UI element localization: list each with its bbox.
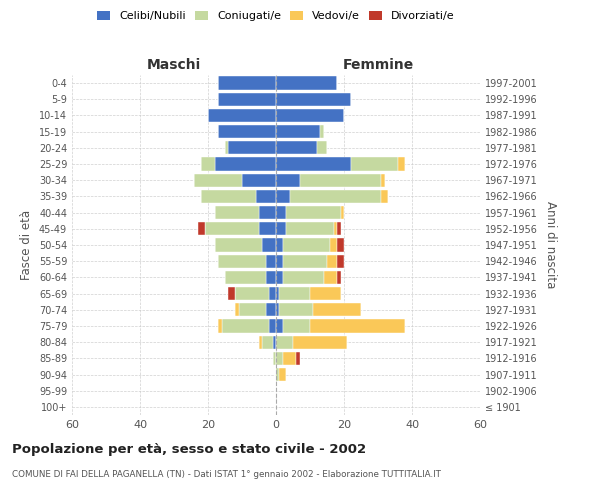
Bar: [310, 320, 405, 332]
Bar: [290, 190, 382, 203]
Bar: [276, 76, 337, 90]
Bar: [283, 270, 323, 284]
Bar: [215, 238, 262, 252]
Bar: [280, 287, 310, 300]
Bar: [276, 352, 283, 365]
Bar: [276, 303, 280, 316]
Bar: [276, 222, 286, 235]
Bar: [293, 336, 347, 349]
Bar: [235, 287, 269, 300]
Bar: [266, 270, 276, 284]
Bar: [276, 190, 290, 203]
Bar: [276, 336, 293, 349]
Bar: [398, 158, 405, 170]
Bar: [276, 320, 283, 332]
Bar: [337, 270, 341, 284]
Bar: [276, 141, 317, 154]
Bar: [382, 174, 385, 187]
Y-axis label: Fasce di età: Fasce di età: [20, 210, 33, 280]
Bar: [215, 206, 259, 220]
Bar: [276, 174, 300, 187]
Bar: [208, 109, 276, 122]
Bar: [269, 287, 276, 300]
Bar: [276, 254, 283, 268]
Bar: [310, 287, 341, 300]
Bar: [283, 352, 296, 365]
Bar: [198, 222, 205, 235]
Bar: [256, 190, 276, 203]
Bar: [229, 287, 235, 300]
Bar: [283, 254, 327, 268]
Bar: [337, 254, 344, 268]
Bar: [215, 158, 276, 170]
Bar: [327, 254, 337, 268]
Bar: [276, 109, 344, 122]
Bar: [313, 303, 361, 316]
Text: COMUNE DI FAI DELLA PAGANELLA (TN) - Dati ISTAT 1° gennaio 2002 - Elaborazione T: COMUNE DI FAI DELLA PAGANELLA (TN) - Dat…: [12, 470, 441, 479]
Bar: [337, 238, 344, 252]
Bar: [296, 352, 300, 365]
Bar: [201, 190, 256, 203]
Bar: [259, 222, 276, 235]
Bar: [323, 270, 337, 284]
Bar: [272, 336, 276, 349]
Bar: [239, 303, 266, 316]
Bar: [276, 368, 280, 381]
Bar: [276, 92, 351, 106]
Bar: [276, 125, 320, 138]
Y-axis label: Anni di nascita: Anni di nascita: [544, 202, 557, 288]
Legend: Celibi/Nubili, Coniugati/e, Vedovi/e, Divorziati/e: Celibi/Nubili, Coniugati/e, Vedovi/e, Di…: [97, 10, 455, 21]
Bar: [218, 92, 276, 106]
Text: Maschi: Maschi: [147, 58, 201, 72]
Bar: [317, 141, 327, 154]
Bar: [334, 222, 337, 235]
Bar: [286, 206, 341, 220]
Bar: [382, 190, 388, 203]
Bar: [300, 174, 382, 187]
Bar: [259, 336, 262, 349]
Bar: [276, 206, 286, 220]
Bar: [221, 320, 269, 332]
Bar: [218, 254, 266, 268]
Bar: [218, 320, 221, 332]
Bar: [283, 238, 331, 252]
Bar: [225, 141, 229, 154]
Bar: [235, 303, 239, 316]
Bar: [286, 222, 334, 235]
Bar: [262, 336, 272, 349]
Bar: [272, 352, 276, 365]
Bar: [283, 320, 310, 332]
Bar: [194, 174, 242, 187]
Bar: [218, 125, 276, 138]
Bar: [225, 270, 266, 284]
Bar: [218, 76, 276, 90]
Bar: [280, 368, 286, 381]
Text: Popolazione per età, sesso e stato civile - 2002: Popolazione per età, sesso e stato civil…: [12, 442, 366, 456]
Bar: [266, 303, 276, 316]
Bar: [280, 303, 313, 316]
Bar: [242, 174, 276, 187]
Bar: [266, 254, 276, 268]
Bar: [331, 238, 337, 252]
Bar: [276, 287, 280, 300]
Bar: [276, 270, 283, 284]
Bar: [337, 222, 341, 235]
Bar: [269, 320, 276, 332]
Bar: [351, 158, 398, 170]
Bar: [229, 141, 276, 154]
Bar: [262, 238, 276, 252]
Text: Femmine: Femmine: [343, 58, 413, 72]
Bar: [341, 206, 344, 220]
Bar: [259, 206, 276, 220]
Bar: [276, 238, 283, 252]
Bar: [201, 158, 215, 170]
Bar: [205, 222, 259, 235]
Bar: [276, 158, 351, 170]
Bar: [320, 125, 323, 138]
